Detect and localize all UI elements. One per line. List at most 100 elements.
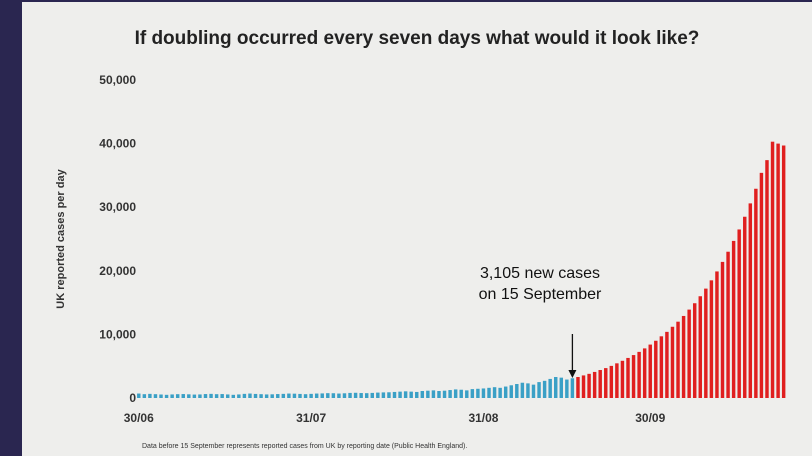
bar-reported <box>526 383 530 398</box>
bar-reported <box>270 394 274 398</box>
bar-scenario <box>692 303 697 398</box>
x-tick-label: 30/09 <box>635 411 665 425</box>
bar-reported <box>537 382 541 398</box>
bar-scenario <box>670 326 675 398</box>
bar-reported <box>187 394 191 398</box>
bar-reported <box>570 378 575 398</box>
bar-reported <box>353 392 358 398</box>
chart-title: If doubling occurred every seven days wh… <box>134 28 700 49</box>
bar-scenario <box>615 363 619 398</box>
bar-reported <box>309 393 313 398</box>
bar-reported <box>515 384 519 398</box>
bar-reported <box>459 389 463 398</box>
bar-scenario <box>781 145 786 398</box>
bar-reported <box>453 389 458 398</box>
bar-scenario <box>581 375 586 398</box>
bar-scenario <box>609 365 614 398</box>
bar-reported <box>364 393 369 398</box>
bar-reported <box>331 393 336 398</box>
bar-reported <box>476 388 480 398</box>
bar-scenario <box>715 271 719 398</box>
bar-reported <box>320 393 324 398</box>
bar-reported <box>292 393 297 398</box>
bar-scenario <box>598 370 602 398</box>
bar-reported <box>170 394 174 398</box>
bar-reported <box>142 394 147 398</box>
bar-reported <box>381 392 386 398</box>
bar-reported <box>487 387 491 398</box>
bar-reported <box>442 390 447 398</box>
bar-reported <box>465 390 469 398</box>
bar-reported <box>242 393 247 398</box>
bar-reported <box>481 388 486 398</box>
bar-scenario <box>743 216 747 398</box>
bar-reported <box>181 394 185 398</box>
bar-reported <box>370 392 374 398</box>
bar-scenario <box>687 309 691 398</box>
y-axis-label: UK reported cases per day <box>55 168 67 308</box>
bar-reported <box>153 394 158 398</box>
bar-reported <box>548 378 552 398</box>
bar-reported <box>159 394 163 398</box>
bar-reported <box>198 394 202 398</box>
bar-scenario <box>704 288 708 398</box>
bar-chart: UK reported cases per day 0 10,000 20,000 30… <box>55 73 786 425</box>
y-tick-label: 30,000 <box>99 200 136 214</box>
bar-reported <box>409 391 413 398</box>
bar-reported <box>281 393 286 398</box>
bar-reported <box>542 380 547 398</box>
bar-reported <box>276 394 280 398</box>
bar-reported <box>303 394 308 398</box>
bar-scenario <box>737 229 741 398</box>
bar-reported <box>520 382 525 398</box>
bar-scenario <box>604 368 608 398</box>
bar-scenario <box>698 296 702 398</box>
bar-reported <box>359 393 363 398</box>
bar-scenario <box>665 331 669 398</box>
bar-reported <box>237 394 241 398</box>
x-tick-label: 31/07 <box>296 411 326 425</box>
bar-scenario <box>620 360 625 398</box>
bar-scenario <box>648 344 652 398</box>
bar-scenario <box>642 348 647 398</box>
bar-reported <box>259 394 263 398</box>
bar-reported <box>248 393 252 398</box>
bar-reported <box>426 390 430 398</box>
annotation-text: 3,105 new cases <box>480 265 600 282</box>
y-tick-label: 10,000 <box>99 327 136 341</box>
bar-reported <box>175 394 180 398</box>
annotation-text: on 15 September <box>479 286 602 303</box>
bar-scenario <box>759 172 764 398</box>
y-tick-label: 40,000 <box>99 137 136 151</box>
bar-reported <box>509 385 513 398</box>
bar-reported <box>437 391 441 398</box>
bar-reported <box>559 377 564 398</box>
bar-reported <box>192 394 197 398</box>
chart-footnote: Data before 15 September represents repo… <box>142 443 468 450</box>
bar-reported <box>403 391 408 398</box>
bar-reported <box>164 394 169 398</box>
bar-scenario <box>754 188 758 398</box>
bar-scenario <box>720 261 725 398</box>
bar-scenario <box>676 321 680 398</box>
bar-reported <box>398 391 402 398</box>
bar-scenario <box>770 141 775 398</box>
bar-reported <box>209 393 213 398</box>
bar-reported <box>565 379 569 398</box>
bar-reported <box>531 384 536 398</box>
slide-panel: If doubling occurred every seven days wh… <box>22 2 812 456</box>
bar-reported <box>392 391 397 398</box>
annotation-arrow-head <box>568 370 577 378</box>
bar-scenario <box>631 355 636 398</box>
bar-reported <box>470 389 475 398</box>
bar-reported <box>387 392 391 398</box>
bar-scenario <box>576 377 580 398</box>
bar-reported <box>503 386 508 398</box>
bar-reported <box>337 393 341 398</box>
x-tick-label: 30/06 <box>124 411 154 425</box>
bar-reported <box>326 393 330 398</box>
bar-scenario <box>654 340 658 398</box>
bar-reported <box>448 390 452 398</box>
bar-reported <box>431 390 436 398</box>
bar-scenario <box>626 357 630 398</box>
